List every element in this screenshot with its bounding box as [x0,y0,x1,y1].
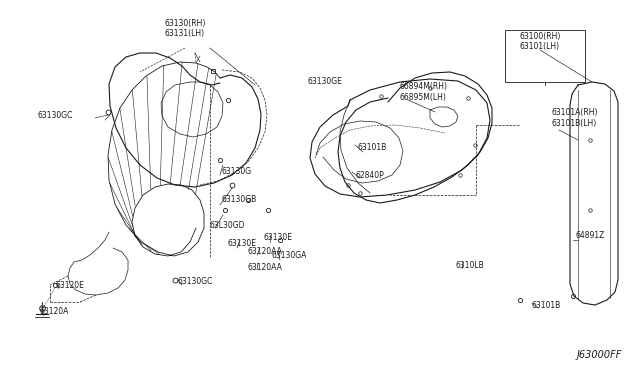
Text: 63130GC: 63130GC [38,110,74,119]
Text: 63101A(RH)
63101B(LH): 63101A(RH) 63101B(LH) [552,108,598,128]
Text: 63130(RH)
63131(LH): 63130(RH) 63131(LH) [164,19,205,38]
Bar [505,30,585,82]
Text: 63L30GD: 63L30GD [210,221,246,230]
Text: 63130E: 63130E [264,234,293,243]
Text: 63130GE: 63130GE [308,77,343,87]
Text: 63130GC: 63130GC [178,278,213,286]
Text: 64891Z: 64891Z [575,231,604,241]
Text: 63130G: 63130G [222,167,252,176]
Text: 63101B: 63101B [357,144,387,153]
Text: 63120E: 63120E [55,280,84,289]
Text: J63000FF: J63000FF [577,350,622,360]
Text: 63101B: 63101B [532,301,561,310]
Text: 63120AA: 63120AA [248,247,283,257]
Text: 63100(RH)
63101(LH): 63100(RH) 63101(LH) [519,32,561,51]
Text: 63130GB: 63130GB [222,196,257,205]
Text: 66894M(RH)
66895M(LH): 66894M(RH) 66895M(LH) [400,82,448,102]
Text: 63120AA: 63120AA [248,263,283,272]
Text: 63120A: 63120A [40,308,69,317]
Text: 62840P: 62840P [355,170,384,180]
Text: 6310LB: 6310LB [455,260,484,269]
Text: 63130E: 63130E [228,240,257,248]
Text: 63130GA: 63130GA [272,251,307,260]
